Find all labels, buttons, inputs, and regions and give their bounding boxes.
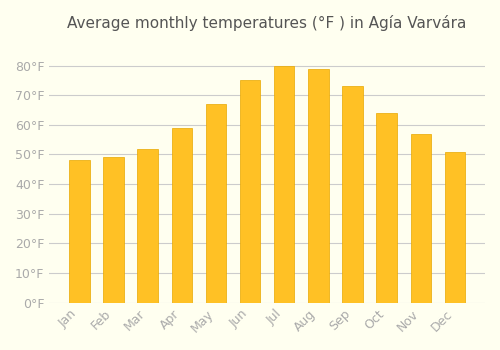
Bar [444,152,465,303]
Bar [138,148,158,303]
Bar [376,113,397,303]
Bar [308,69,328,303]
Bar [104,158,124,303]
Bar [274,65,294,303]
Bar [342,86,363,303]
Bar [172,128,192,303]
Bar [206,104,226,303]
Bar [410,134,431,303]
Bar [69,160,89,303]
Bar [240,80,260,303]
Title: Average monthly temperatures (°F ) in Agía Varvára: Average monthly temperatures (°F ) in Ag… [68,15,467,31]
